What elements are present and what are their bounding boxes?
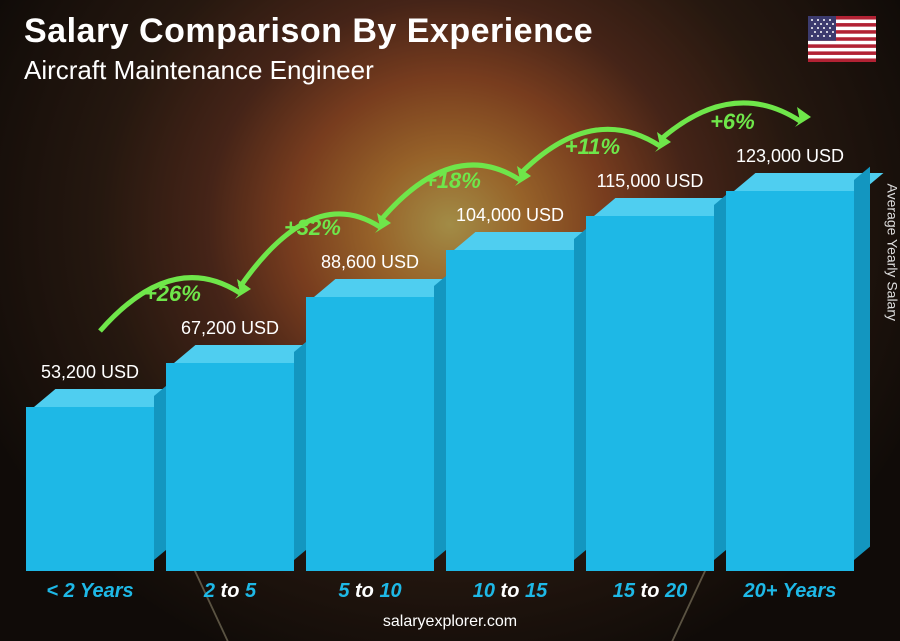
x-axis-label: < 2 Years bbox=[20, 580, 160, 603]
bar bbox=[26, 389, 154, 571]
x-axis-label: 10 to 15 bbox=[440, 580, 580, 603]
us-flag-icon bbox=[808, 16, 876, 62]
bar bbox=[726, 173, 854, 571]
bar-group: +26%67,200 USD bbox=[166, 110, 294, 571]
bar-group: +6%123,000 USD bbox=[726, 110, 854, 571]
growth-label: +26% bbox=[144, 281, 201, 306]
x-axis-label: 15 to 20 bbox=[580, 580, 720, 603]
bar bbox=[166, 345, 294, 571]
growth-label: +11% bbox=[565, 134, 620, 159]
footer-source: salaryexplorer.com bbox=[0, 613, 900, 631]
bar-value-label: 53,200 USD bbox=[41, 362, 139, 383]
x-axis-label: 2 to 5 bbox=[160, 580, 300, 603]
growth-badge: +6% bbox=[636, 109, 828, 135]
y-axis-label: Average Yearly Salary bbox=[884, 183, 900, 321]
header: Salary Comparison By Experience Aircraft… bbox=[24, 12, 593, 86]
page-subtitle: Aircraft Maintenance Engineer bbox=[24, 55, 593, 86]
growth-label: +32% bbox=[284, 215, 341, 240]
bar-chart: 53,200 USD +26%67,200 USD +32%88,600 USD bbox=[20, 110, 860, 571]
growth-label: +18% bbox=[424, 168, 481, 193]
bar bbox=[586, 198, 714, 571]
page-title: Salary Comparison By Experience bbox=[24, 12, 593, 51]
bar-group: +11%115,000 USD bbox=[586, 110, 714, 571]
x-axis-label: 20+ Years bbox=[720, 580, 860, 603]
bar bbox=[306, 279, 434, 571]
x-axis-label: 5 to 10 bbox=[300, 580, 440, 603]
bar bbox=[446, 232, 574, 571]
x-axis-labels: < 2 Years2 to 55 to 1010 to 1515 to 2020… bbox=[20, 580, 860, 603]
growth-label: +6% bbox=[710, 109, 755, 134]
